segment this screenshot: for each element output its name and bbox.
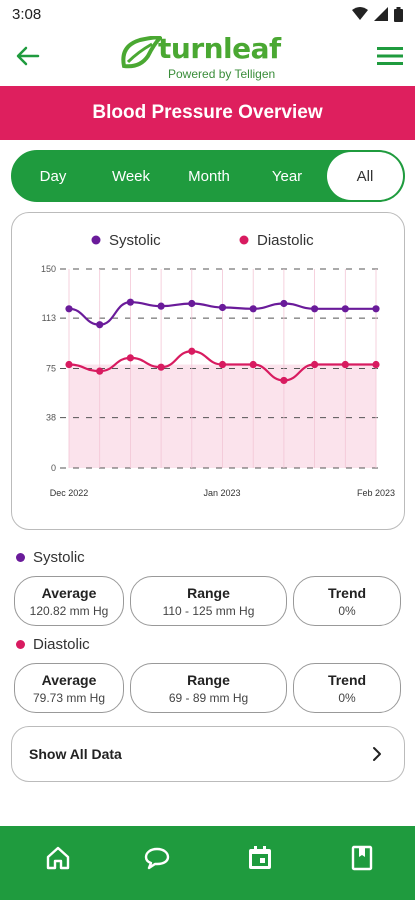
data-point-systolic-9 (341, 305, 349, 313)
tab-all[interactable]: All (327, 152, 403, 200)
tab-day[interactable]: Day (21, 152, 85, 200)
data-point-systolic-3 (157, 302, 165, 310)
y-tick-label-2: 75 (46, 364, 56, 374)
chevron-right-icon (373, 747, 381, 761)
data-point-diastolic-8 (311, 360, 319, 369)
data-point-systolic-1 (96, 321, 104, 329)
legend-marker-0 (91, 235, 101, 245)
diastolic-label: Diastolic (33, 636, 90, 653)
book-icon[interactable] (348, 844, 376, 872)
data-point-systolic-0 (65, 305, 73, 313)
logo-subtitle: Powered by Telligen (168, 67, 276, 81)
show-all-data-button[interactable]: Show All Data (11, 726, 405, 782)
x-tick-label-1: Jan 2023 (203, 488, 240, 498)
y-tick-label-0: 0 (51, 463, 56, 473)
y-tick-label-4: 150 (41, 264, 56, 274)
diastolic-trend-heading: Trend (327, 672, 367, 688)
systolic-label: Systolic (33, 549, 85, 566)
turnleaf-logo: turnleaf Powered by Telligen (118, 32, 308, 84)
systolic-trend-heading: Trend (327, 585, 367, 601)
bottom-navigation (0, 826, 415, 900)
data-point-diastolic-0 (65, 360, 73, 369)
chat-icon[interactable] (143, 844, 171, 872)
diastolic-range-value: 69 - 89 mm Hg (168, 691, 249, 705)
data-point-systolic-10 (372, 305, 380, 313)
tab-all-label: All (356, 167, 374, 185)
data-point-systolic-6 (249, 305, 257, 313)
data-point-diastolic-3 (157, 363, 165, 371)
systolic-dot (16, 553, 25, 562)
tab-year[interactable]: Year (255, 152, 319, 200)
data-point-diastolic-5 (218, 360, 227, 369)
tab-day-label: Day (39, 167, 67, 185)
systolic-range-value: 110 - 125 mm Hg (162, 604, 255, 618)
data-point-systolic-5 (218, 303, 227, 312)
systolic-section-label: Systolic (16, 549, 85, 566)
diastolic-range-card: Range 69 - 89 mm Hg (130, 663, 287, 713)
app-bar: turnleaf Powered by Telligen (0, 28, 415, 86)
leaf-icon (121, 36, 162, 69)
data-point-diastolic-7 (280, 376, 288, 385)
page-title: Blood Pressure Overview (92, 102, 323, 123)
diastolic-average-card: Average 79.73 mm Hg (14, 663, 124, 713)
status-bar: 3:08 (0, 0, 415, 28)
data-point-systolic-4 (188, 299, 196, 308)
data-point-diastolic-4 (188, 347, 196, 355)
diastolic-range-heading: Range (187, 672, 230, 688)
signal-icon (374, 7, 388, 21)
tab-week-label: Week (111, 167, 151, 185)
legend-label-0: Systolic (109, 232, 161, 249)
show-all-data-label: Show All Data (29, 746, 122, 762)
time-range-tabs: Day Week Month Year All (11, 150, 405, 202)
data-point-diastolic-1 (96, 367, 104, 375)
wifi-icon (352, 7, 368, 20)
status-icons (352, 6, 403, 22)
tab-year-label: Year (271, 167, 303, 185)
menu-icon[interactable] (377, 44, 403, 68)
tab-month-label: Month (188, 167, 230, 185)
data-point-systolic-7 (280, 299, 288, 308)
back-arrow-icon[interactable] (14, 42, 42, 70)
y-tick-label-1: 38 (46, 413, 56, 423)
systolic-average-heading: Average (41, 585, 97, 601)
diastolic-trend-card: Trend 0% (293, 663, 401, 713)
diastolic-average-value: 79.73 mm Hg (32, 691, 106, 705)
legend-marker-1 (239, 235, 249, 245)
systolic-average-card: Average 120.82 mm Hg (14, 576, 124, 626)
systolic-trend-value: 0% (338, 604, 356, 618)
logo-word: turnleaf (158, 32, 281, 65)
tab-week[interactable]: Week (99, 152, 163, 200)
systolic-range-card: Range 110 - 125 mm Hg (130, 576, 287, 626)
diastolic-trend-value: 0% (338, 691, 356, 705)
data-point-systolic-2 (126, 298, 134, 306)
systolic-trend-card: Trend 0% (293, 576, 401, 626)
diastolic-dot (16, 640, 25, 649)
data-point-diastolic-6 (249, 360, 257, 369)
y-tick-label-3: 113 (42, 313, 56, 323)
x-tick-label-0: Dec 2022 (50, 488, 89, 498)
diastolic-section-label: Diastolic (16, 636, 90, 653)
chart-card: Systolic Diastolic 0 38 75 113 150 Dec 2022 Jan … (11, 212, 405, 530)
systolic-average-value: 120.82 mm Hg (29, 604, 109, 618)
legend-label-1: Diastolic (257, 232, 314, 249)
diastolic-average-heading: Average (41, 672, 97, 688)
data-point-diastolic-9 (341, 360, 349, 369)
status-time: 3:08 (12, 5, 42, 23)
data-point-systolic-8 (311, 305, 319, 313)
x-tick-label-2: Feb 2023 (357, 488, 395, 498)
data-point-diastolic-10 (372, 360, 380, 369)
battery-icon (394, 6, 403, 22)
page-title-bar: Blood Pressure Overview (0, 86, 415, 140)
calendar-icon[interactable] (246, 844, 274, 872)
home-icon[interactable] (44, 844, 72, 872)
data-point-diastolic-2 (126, 354, 134, 362)
systolic-range-heading: Range (187, 585, 230, 601)
tab-month[interactable]: Month (177, 152, 241, 200)
blood-pressure-chart: Systolic Diastolic 0 38 75 113 150 Dec 2022 Jan … (41, 232, 395, 498)
